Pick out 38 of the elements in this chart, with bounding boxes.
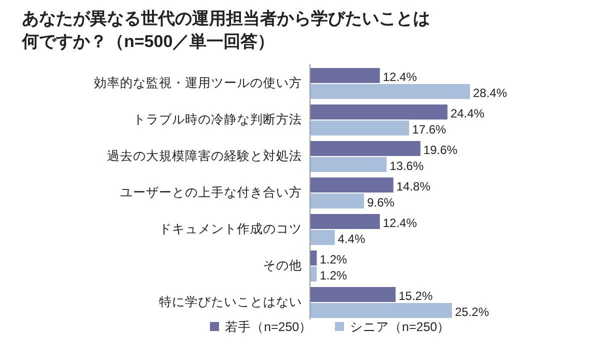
bar [310, 84, 470, 99]
bar [310, 287, 396, 302]
data-label: 25.2% [454, 305, 490, 319]
data-label: 12.4% [382, 70, 418, 84]
y-tick-label: その他 [263, 258, 302, 272]
data-label: 12.4% [382, 216, 418, 230]
y-tick-label: 過去の大規模障害の経験と対処法 [107, 148, 302, 163]
data-label: 24.4% [450, 106, 485, 120]
data-label: 17.6% [412, 122, 447, 136]
legend-label: 若手（n=250） [225, 320, 312, 334]
y-tick-label: トラブル時の冷静な判断方法 [133, 112, 302, 126]
data-label: 19.6% [423, 143, 458, 157]
bar [310, 230, 335, 245]
data-label: 9.6% [367, 196, 395, 210]
legend-label: シニア（n=250） [350, 320, 450, 334]
data-label: 15.2% [398, 289, 433, 303]
bar [310, 178, 394, 192]
bar [310, 120, 410, 136]
bar [310, 266, 317, 282]
bar [310, 303, 452, 318]
bar [310, 157, 387, 172]
y-tick-label: ドキュメント作成のコツ [159, 222, 302, 236]
data-label: 13.6% [390, 159, 424, 173]
data-label: 4.4% [338, 232, 366, 246]
data-label: 1.2% [320, 252, 348, 266]
data-label: 1.2% [320, 268, 348, 282]
y-tick-label: 効率的な監視・運用ツールの使い方 [94, 75, 302, 90]
y-tick-label: ユーザーとの上手な付き合い方 [120, 184, 302, 200]
bar [310, 141, 420, 156]
bar [310, 194, 364, 208]
data-label: 28.4% [473, 86, 508, 100]
bar [310, 104, 448, 120]
bar [310, 250, 317, 266]
bar [310, 214, 380, 229]
y-tick-label: 特に学びたいことはない [159, 295, 302, 309]
data-label: 14.8% [396, 180, 431, 194]
chart-title: あなたが異なる世代の運用担当者から学びたいことは何ですか？（n=500／単一回答） [21, 9, 430, 51]
bar [310, 68, 380, 83]
